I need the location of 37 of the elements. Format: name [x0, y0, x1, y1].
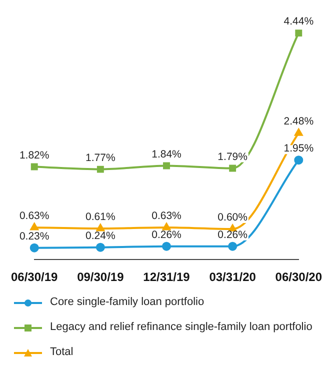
data-label: 0.26% — [218, 228, 248, 241]
x-tick-label: 06/30/20 — [275, 270, 322, 284]
data-label: 0.61% — [86, 211, 116, 224]
data-label: 0.26% — [152, 228, 182, 241]
x-tick-label: 06/30/19 — [10, 270, 58, 284]
point — [229, 164, 236, 172]
point — [96, 242, 105, 252]
point — [295, 30, 302, 37]
data-label: 1.84% — [152, 148, 182, 160]
legend-label: Core single-family loan portfolio — [50, 295, 204, 310]
data-label: 0.63% — [152, 210, 182, 222]
data-label: 4.44% — [284, 16, 314, 28]
point — [294, 128, 303, 136]
data-label: 1.82% — [19, 149, 50, 162]
data-label: 2.48% — [284, 116, 314, 128]
legend-label: Legacy and relief refinance single-family loan portfolio — [50, 320, 312, 335]
point — [163, 162, 170, 170]
point — [162, 242, 171, 251]
data-label: 0.23% — [19, 230, 50, 243]
x-tick-label: 09/30/19 — [77, 270, 124, 284]
point — [96, 166, 104, 173]
point — [30, 243, 39, 252]
point — [228, 242, 238, 251]
legend-label: Total — [50, 345, 74, 360]
data-label: 0.63% — [19, 210, 50, 222]
data-label: 0.24% — [86, 230, 116, 242]
data-label: 1.77% — [86, 152, 116, 164]
data-label: 1.79% — [218, 150, 248, 163]
point — [294, 156, 304, 165]
point — [30, 222, 38, 230]
point — [30, 163, 38, 170]
point — [96, 224, 104, 232]
data-label: 1.95% — [284, 142, 314, 155]
x-tick-label: 03/31/20 — [209, 270, 256, 284]
point — [162, 222, 171, 230]
x-tick-label: 12/31/19 — [143, 270, 190, 284]
data-label: 0.60% — [218, 212, 248, 224]
